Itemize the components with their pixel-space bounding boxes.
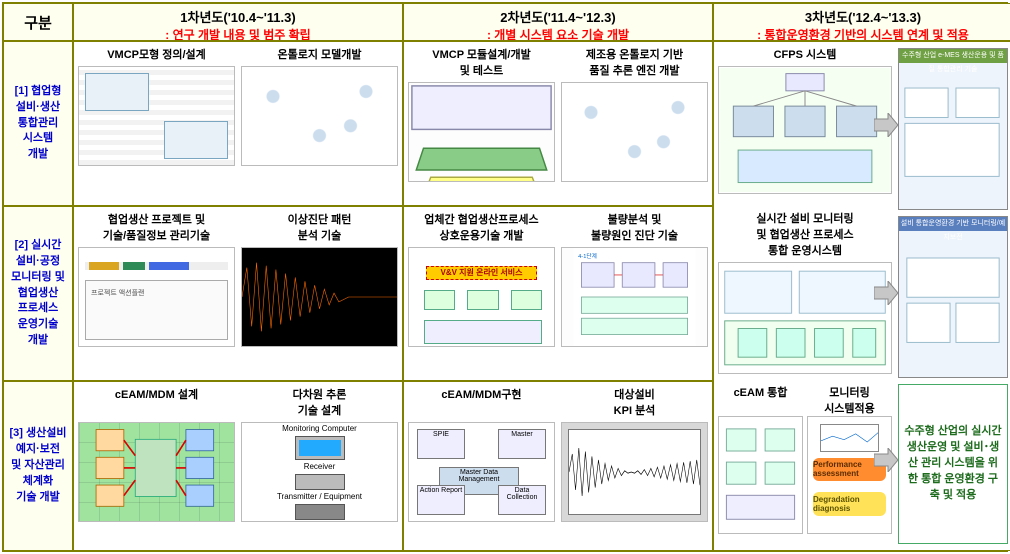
thumb-ceam-design bbox=[78, 422, 235, 522]
r1y1-b: 온톨로지 모델개발 bbox=[241, 46, 398, 62]
roadmap-grid: 구분 1차년도('10.4~'11.3) : 연구 개발 내용 및 범주 확립 … bbox=[2, 2, 1008, 552]
thumb-kpi-analysis bbox=[561, 422, 708, 522]
output-panel-b-title: 설비 통합운영환경 기반 모니터링/예지보전 bbox=[899, 217, 1007, 231]
r2y1-b: 이상진단 패턴 분석 기술 bbox=[241, 211, 398, 243]
output-summary-text: 수주형 산업의 실시간 생산운영 및 설비･생산 관리 시스템을 위한 통합 운… bbox=[903, 424, 1003, 504]
thumb-cfps bbox=[718, 66, 892, 194]
r3y3-a: cEAM 통합 bbox=[718, 384, 803, 416]
output-summary-box: 수주형 산업의 실시간 생산운영 및 설비･생산 관리 시스템을 위한 통합 운… bbox=[898, 384, 1008, 544]
cell-r1y2: VMCP 모듈설계/개발 및 테스트 제조용 온톨로지 기반 품질 추론 엔진 … bbox=[403, 41, 713, 206]
thumb-collab-project: 프로젝트 액션플랜 bbox=[78, 247, 235, 347]
row1-label: [1] 협업형 설비·생산 통합관리 시스템 개발 bbox=[3, 41, 73, 206]
cell-r2y1: 협업생산 프로젝트 및 기술/품질정보 관리기술 이상진단 패턴 분석 기술 프… bbox=[73, 206, 403, 381]
vv-bar: V&V 지원 온라인 서비스 bbox=[426, 266, 536, 280]
header-year3: 3차년도('12.4~'13.3) : 통합운영환경 기반의 시스템 연계 및 … bbox=[713, 3, 1010, 41]
year1-title: 1차년도('10.4~'11.3) bbox=[76, 7, 400, 26]
r1y1-a: VMCP모형 정의/설계 bbox=[78, 46, 235, 62]
thumb-vmcp-model bbox=[78, 66, 235, 166]
r1y2-b: 제조용 온톨로지 기반 품질 추론 엔진 개발 bbox=[561, 46, 708, 78]
r3y2-a: cEAM/MDM구현 bbox=[408, 386, 555, 418]
thumb-interop: V&V 지원 온라인 서비스 bbox=[408, 247, 555, 347]
year2-theme: : 개별 시스템 요소 기술 개발 bbox=[406, 26, 710, 41]
r2y1-a: 협업생산 프로젝트 및 기술/품질정보 관리기술 bbox=[78, 211, 235, 243]
thumb-rt-monitoring bbox=[718, 262, 892, 374]
r3y3-b: 모니터링 시스템적용 bbox=[807, 384, 892, 416]
r3y1-b: 다차원 추론 기술 설계 bbox=[241, 386, 398, 418]
row2-label: [2] 실시간 설비·공정 모니터링 및 협업생산 프로세스 운영기술 개발 bbox=[3, 206, 73, 381]
year3-theme: : 통합운영환경 기반의 시스템 연계 및 적용 bbox=[716, 26, 1010, 41]
thumb-ceam-impl: SPIE Master Master Data Management Actio… bbox=[408, 422, 555, 522]
thumb-vmcp-module bbox=[408, 82, 555, 182]
cell-r1y1: VMCP모형 정의/설계 온톨로지 모델개발 bbox=[73, 41, 403, 206]
r2y2-a: 업체간 협업생산프로세스 상호운용기술 개발 bbox=[408, 211, 555, 243]
r2y3-a: 실시간 설비 모니터링 및 협업생산 프로세스 통합 운영시스템 bbox=[718, 210, 892, 258]
year1-theme: : 연구 개발 내용 및 범주 확립 bbox=[76, 26, 400, 41]
r2y3-block: 실시간 설비 모니터링 및 협업생산 프로세스 통합 운영시스템 bbox=[718, 210, 892, 375]
header-year2: 2차년도('11.4~'12.3) : 개별 시스템 요소 기술 개발 bbox=[403, 3, 713, 41]
thumb-defect-analysis: 4-1단계 bbox=[561, 247, 708, 347]
r1y3-block: CFPS 시스템 bbox=[718, 46, 892, 201]
arrow-icon bbox=[874, 281, 898, 305]
r1y3-a: CFPS 시스템 bbox=[718, 46, 892, 62]
thumb-anomaly-pattern bbox=[241, 247, 398, 347]
output-panel-a: 수주형 산업 e-MES 생산운용 및 품질 통합관리 기술 bbox=[898, 48, 1008, 210]
r1y2-a: VMCP 모듈설계/개발 및 테스트 bbox=[408, 46, 555, 78]
cell-r2y2: 업체간 협업생산프로세스 상호운용기술 개발 불량분석 및 불량원인 진단 기술… bbox=[403, 206, 713, 381]
arrow-icon bbox=[874, 448, 898, 472]
thumb-multidim-reason: Monitoring Computer Receiver Transmitter… bbox=[241, 422, 398, 522]
r3y2-b: 대상설비 KPI 분석 bbox=[561, 386, 708, 418]
thumb-quality-ontology bbox=[561, 82, 708, 182]
output-panel-b: 설비 통합운영환경 기반 모니터링/예지보전 bbox=[898, 216, 1008, 378]
cell-year3-column: CFPS 시스템 실시간 설비 모니터링 및 협업생산 프로세스 통합 운영시스… bbox=[713, 41, 1010, 551]
thumb-monitoring-apply: Performance assessment Degradation diagn… bbox=[807, 416, 892, 534]
r2y2-b: 불량분석 및 불량원인 진단 기술 bbox=[561, 211, 708, 243]
r3y1-a: cEAM/MDM 설계 bbox=[78, 386, 235, 418]
year3-title: 3차년도('12.4~'13.3) bbox=[716, 7, 1010, 26]
output-panel-a-title: 수주형 산업 e-MES 생산운용 및 품질 통합관리 기술 bbox=[899, 49, 1007, 63]
thumb-ceam-integ bbox=[718, 416, 803, 534]
corner-label: 구분 bbox=[3, 3, 73, 41]
r3y3-block: cEAM 통합 모니터링 시스템적용 bbox=[718, 384, 892, 544]
header-year1: 1차년도('10.4~'11.3) : 연구 개발 내용 및 범주 확립 bbox=[73, 3, 403, 41]
svg-text:4-1단계: 4-1단계 bbox=[578, 252, 597, 260]
arrow-icon bbox=[874, 113, 898, 137]
deg-band: Degradation diagnosis bbox=[813, 492, 886, 515]
cell-r3y1: cEAM/MDM 설계 다차원 추론 기술 설계 bbox=[73, 381, 403, 551]
thumb-ontology-model bbox=[241, 66, 398, 166]
row3-label: [3] 생산설비 예지·보전 및 자산관리 체계화 기술 개발 bbox=[3, 381, 73, 551]
cell-r3y2: cEAM/MDM구현 대상설비 KPI 분석 SPIE Master Maste… bbox=[403, 381, 713, 551]
year2-title: 2차년도('11.4~'12.3) bbox=[406, 7, 710, 26]
output-column: 수주형 산업 e-MES 생산운용 및 품질 통합관리 기술 설비 통합운영환경… bbox=[898, 48, 1008, 544]
